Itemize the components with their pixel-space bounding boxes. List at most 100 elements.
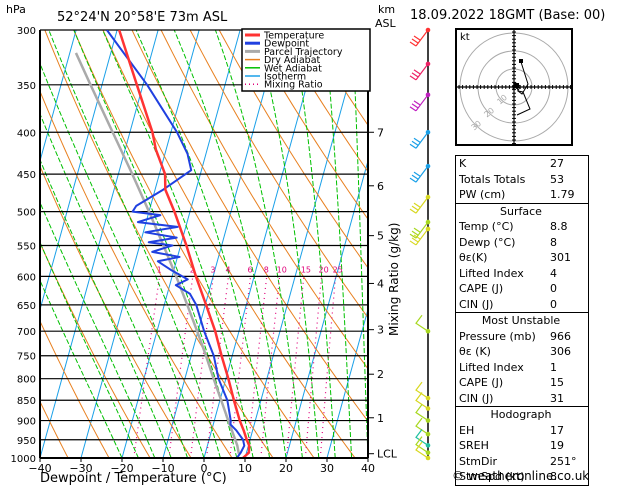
x-tick-label: −10 [151,462,174,475]
km-tick-label: LCL [377,448,398,461]
dewpoint-line [106,30,246,458]
most-unstable-row: Lifted Index 1 [459,360,557,374]
pressure-tick-label: 500 [17,208,36,219]
legend-label: Dewpoint [264,39,309,50]
pressure-tick-label: 750 [17,352,36,363]
hpa-axis-label: hPa [6,3,26,16]
wind-barb [409,165,429,183]
wind-barb [415,314,429,332]
dry-adiabat-line [40,400,69,458]
mixing-ratio-label: 3 [210,265,215,274]
surface-title: Surface [500,204,542,218]
most-unstable-row: θε (K) 306 [459,345,571,358]
index-row-pw: PW (cm) 1.79 [459,188,575,201]
most-unstable-row: Pressure (mb) 966 [459,329,571,343]
wet-adiabat-line [324,30,353,458]
isotherm-line [162,30,282,458]
wind-barb [415,436,429,454]
dry-adiabat-line [218,30,368,269]
wind-barb [415,404,429,422]
mixing-ratio-label: 25 [333,265,343,274]
wind-barb [415,392,429,409]
pressure-tick-label: 950 [17,436,36,447]
mixing-ratio-line [246,276,268,458]
km-tick-label: 5 [377,230,384,243]
x-tick-label: −40 [28,462,51,475]
mixing-ratio-label: 8 [264,265,269,274]
pressure-tick-label: 800 [17,375,36,386]
mixing-ratio-line [168,276,194,458]
mixing-ratio-label: 6 [248,265,253,274]
surface-row: Temp (°C) 8.8 [459,220,568,233]
dry-adiabat-line [131,30,368,423]
mixing-ratio-line [205,276,230,458]
hodograph-title: Hodograph [490,408,552,421]
wind-barb [409,29,429,47]
wet-adiabat-line [40,62,205,458]
km-tick-label: 2 [377,368,384,381]
surface-row: CAPE (J) 0 [459,282,557,295]
x-tick-label: 10 [238,462,252,475]
hodograph-section: Hodograph EH 17 SREH 19 StmDir 251° StmSpd … [455,406,589,486]
dry-adiabat-line [40,319,110,458]
surface-row: Lifted Index 4 [459,266,557,280]
mixing-ratio-label: 20 [319,265,329,274]
pressure-tick-label: 300 [17,26,36,37]
hodograph-surface-marker [514,83,519,88]
mixing-ratio-label: 1 [157,265,162,274]
legend-label: Mixing Ratio [264,80,323,91]
hodograph-row: EH 17 [459,423,564,437]
parcel-trajectory-line [74,52,241,454]
surface-section: Surface Temp (°C) 8.8 Dewp (°C) 8 θε(K) 301… [455,202,589,312]
x-tick-label: −30 [69,462,92,475]
mixing-ratio-axis-title: Mixing Ratio (g/kg) [387,223,401,336]
wind-barb [409,196,429,214]
x-tick-label: −20 [110,462,133,475]
datetime-title: 18.09.2022 18GMT (Base: 00) [410,8,606,23]
x-tick-label: 30 [320,462,334,475]
km-tick-label: 3 [377,324,384,337]
isotherm-line [285,159,368,458]
most-unstable-row: CAPE (J) 15 [459,376,564,389]
x-tick-label: 0 [201,462,208,475]
wet-adiabat-line [351,30,368,458]
hodograph-row: StmSpd (kt) 8 [459,470,557,483]
pressure-tick-label: 600 [17,272,36,283]
wind-barb [415,417,429,435]
mixing-ratio-line [304,276,323,458]
wind-barb [415,381,429,399]
mixing-ratio-label: 4 [225,265,230,274]
pressure-tick-label: 850 [17,396,36,407]
mixing-ratio-line [229,276,252,458]
dry-adiabat-line [247,30,368,221]
wind-barb [409,94,429,112]
hodograph-top-marker [519,59,523,63]
x-tick-label: 20 [279,462,293,475]
x-tick-label: 40 [361,462,375,475]
wet-adiabat-line [173,30,287,458]
wet-adiabat-line [292,30,336,458]
wind-barb [409,131,429,149]
pressure-tick-label: 900 [17,417,36,428]
mixing-ratio-label: 10 [277,265,287,274]
index-row-totals: Totals Totals 53 [459,172,564,186]
isotherm-line [203,30,323,458]
index-row-k: K 27 [459,157,564,170]
surface-row: θε(K) 301 [459,251,571,264]
mixing-ratio-label: 15 [301,265,311,274]
mixing-ratio-labels: 1 2 3 4 6 8 10 15 20 25 [157,265,343,274]
surface-row: Dewp (°C) 8 [459,235,557,249]
pressure-tick-label: 650 [17,301,36,312]
wet-adiabat-line [255,30,320,458]
wind-barbs [409,27,431,461]
pressure-tick-label: 450 [17,170,36,181]
indices-panel: K 27 Totals Totals 53 PW (cm) 1.79 Surface … [455,155,629,486]
wind-barb [409,228,429,246]
km-tick-label: 6 [377,180,384,193]
legend-label: Wet Adiabat [264,63,322,74]
wind-barb [415,441,429,459]
general-indices: K 27 Totals Totals 53 PW (cm) 1.79 [455,155,589,203]
